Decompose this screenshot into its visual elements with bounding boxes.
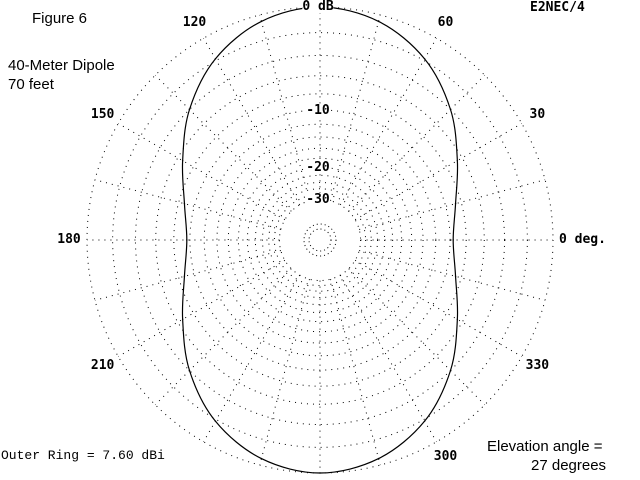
grid-ring-17 bbox=[308, 228, 332, 252]
grid-ring-9 bbox=[237, 157, 403, 323]
grid-ring-13 bbox=[268, 188, 372, 292]
pattern-point-15 bbox=[454, 202, 457, 205]
grid-ring-14 bbox=[273, 193, 367, 287]
grid-ring-3 bbox=[155, 75, 485, 405]
pattern-line-0 bbox=[181, 6, 459, 474]
pattern-point-345 bbox=[454, 275, 457, 278]
pattern-point-60 bbox=[423, 58, 426, 60]
pattern-point-300 bbox=[423, 420, 426, 422]
pattern-point-240 bbox=[214, 420, 217, 422]
grid-ring-5 bbox=[189, 109, 451, 371]
angle-tick-60: 60 bbox=[437, 14, 454, 30]
spoke-60 bbox=[339, 37, 437, 206]
angle-tick-180: 180 bbox=[57, 232, 81, 247]
pattern-point-150 bbox=[181, 159, 184, 162]
angle-tick-30: 30 bbox=[529, 106, 546, 122]
pattern-point-135 bbox=[188, 108, 191, 111]
angle-tick-0: 0 deg. bbox=[559, 232, 606, 247]
spoke-255 bbox=[259, 279, 310, 466]
polar-grid bbox=[86, 6, 554, 474]
pattern-point-75 bbox=[377, 20, 380, 23]
spoke-135 bbox=[154, 74, 292, 212]
spoke-15 bbox=[359, 179, 546, 230]
grid-ring-16 bbox=[303, 223, 337, 257]
elevation-label-line2: 27 degrees bbox=[531, 457, 607, 474]
pattern-point-255 bbox=[260, 457, 263, 460]
spoke-45 bbox=[348, 74, 486, 212]
pattern-point-315 bbox=[449, 369, 452, 372]
grid-ring-7 bbox=[216, 136, 424, 344]
elevation-label-line1: Elevation angle = bbox=[487, 438, 603, 455]
spoke-165 bbox=[94, 179, 281, 230]
grid-ring-2 bbox=[134, 54, 506, 426]
pattern-point-180 bbox=[186, 239, 188, 241]
spoke-30 bbox=[354, 123, 523, 221]
grid-ring-8 bbox=[227, 147, 413, 333]
pattern-point-195 bbox=[183, 275, 186, 278]
angle-tick-330: 330 bbox=[525, 357, 550, 373]
spoke-285 bbox=[330, 279, 381, 466]
grid-ring-6 bbox=[203, 123, 437, 357]
spoke-345 bbox=[359, 250, 546, 301]
pattern-point-210 bbox=[181, 318, 184, 321]
pattern-point-30 bbox=[456, 159, 459, 162]
ring-label-2: -20 bbox=[306, 160, 330, 176]
radiation-pattern bbox=[181, 6, 459, 474]
angle-tick-150: 150 bbox=[90, 106, 115, 122]
spoke-315 bbox=[348, 268, 486, 406]
grid-ring-15 bbox=[278, 198, 362, 282]
pattern-point-330 bbox=[456, 318, 459, 321]
pattern-point-0 bbox=[452, 239, 454, 241]
antenna-label-line2: 70 feet bbox=[8, 76, 54, 93]
spoke-75 bbox=[330, 14, 381, 201]
pattern-point-120 bbox=[214, 58, 217, 60]
angle-tick-300: 300 bbox=[433, 449, 458, 465]
grid-ring-12 bbox=[261, 181, 379, 299]
spoke-225 bbox=[154, 268, 292, 406]
outer-ring-label: Outer Ring = 7.60 dBi bbox=[1, 448, 165, 463]
pattern-point-285 bbox=[377, 457, 380, 460]
pattern-point-45 bbox=[449, 108, 452, 111]
spoke-330 bbox=[354, 259, 523, 357]
angle-tick-120: 120 bbox=[182, 14, 207, 30]
spoke-195 bbox=[94, 250, 281, 301]
spoke-240 bbox=[203, 274, 301, 443]
spoke-300 bbox=[339, 274, 437, 443]
program-label: E2NEC/4 bbox=[530, 0, 585, 15]
grid-ring-10 bbox=[246, 166, 394, 314]
pattern-point-225 bbox=[188, 369, 191, 372]
pattern-point-165 bbox=[183, 202, 186, 205]
spoke-105 bbox=[259, 14, 310, 201]
spoke-120 bbox=[203, 37, 301, 206]
spoke-210 bbox=[117, 259, 286, 357]
ring-label-0: 0 dB bbox=[302, 0, 334, 14]
ring-label-1: -10 bbox=[306, 102, 330, 118]
spoke-150 bbox=[117, 123, 286, 221]
grid-ring-4 bbox=[173, 93, 467, 387]
pattern-point-105 bbox=[260, 20, 263, 23]
figure-label: Figure 6 bbox=[32, 10, 88, 27]
pattern-point-270 bbox=[319, 472, 321, 474]
angle-tick-210: 210 bbox=[90, 357, 115, 373]
grid-ring-1 bbox=[112, 32, 528, 448]
antenna-label-line1: 40-Meter Dipole bbox=[8, 57, 115, 74]
ring-label-3: -30 bbox=[306, 192, 330, 208]
